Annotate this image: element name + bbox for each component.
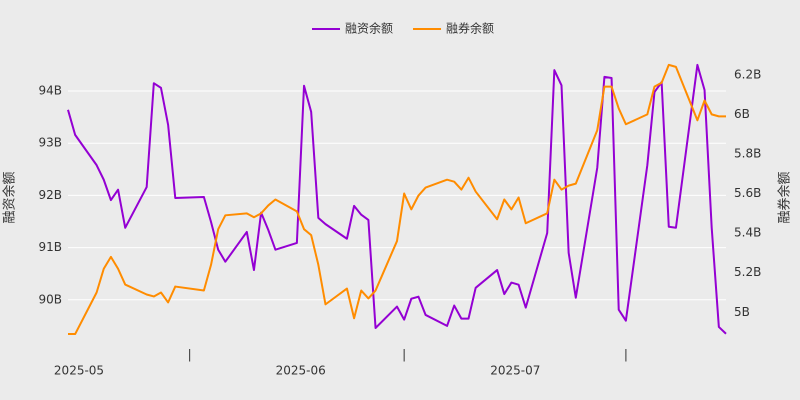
x-tick-label: | <box>624 348 628 362</box>
y2-tick-label: 5.4B <box>734 226 761 240</box>
y-tick-label: 91B <box>38 240 62 254</box>
x-tick-label: 2025-06 <box>276 364 326 378</box>
y-tick-label: 94B <box>38 84 62 98</box>
x-tick-label: 2025-07 <box>490 364 540 378</box>
y2-tick-label: 5B <box>734 305 750 319</box>
y2-tick-label: 5.2B <box>734 265 761 279</box>
x-tick-label: | <box>402 348 406 362</box>
y-tick-label: 90B <box>38 292 62 306</box>
x-tick-label: | <box>188 348 192 362</box>
x-tick-label: 2025-05 <box>54 364 104 378</box>
y-axis-title: 融资余额 <box>2 171 18 223</box>
y2-axis-title: 融券余额 <box>777 171 793 223</box>
y2-tick-label: 6B <box>734 107 750 121</box>
y2-tick-label: 5.6B <box>734 186 761 200</box>
legend-label: 融券余额 <box>446 21 494 36</box>
series-line <box>68 63 726 336</box>
y2-tick-label: 6.2B <box>734 67 761 81</box>
series-line <box>67 63 727 335</box>
y-tick-label: 93B <box>38 136 62 150</box>
y-tick-label: 92B <box>38 188 62 202</box>
y2-tick-label: 5.8B <box>734 146 761 160</box>
legend-label: 融资余额 <box>345 21 393 36</box>
